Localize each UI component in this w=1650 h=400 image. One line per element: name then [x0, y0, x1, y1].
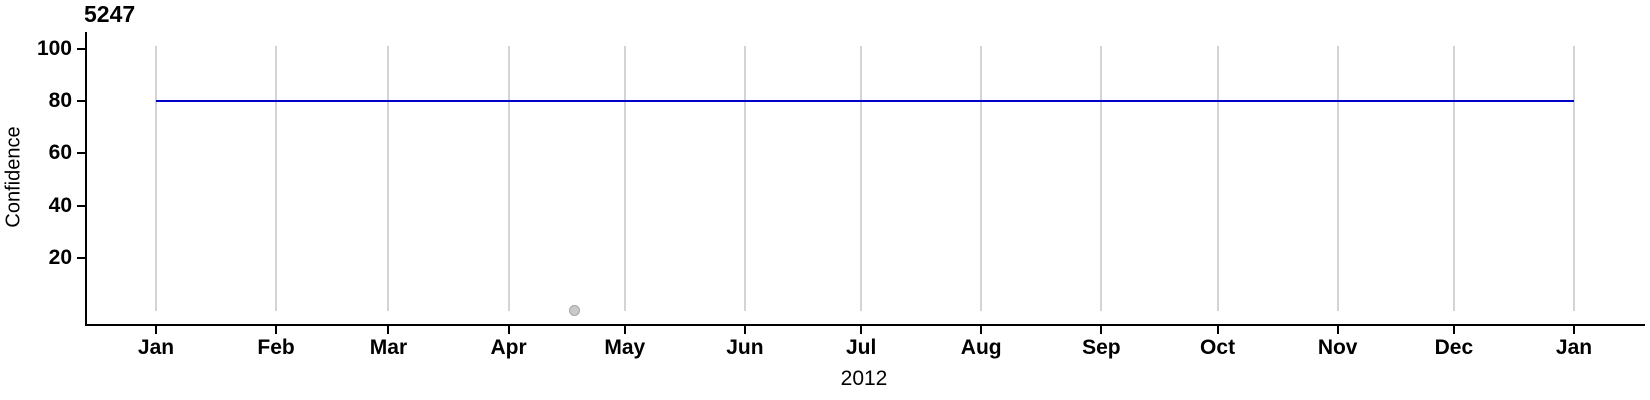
y-tick-label: 40	[48, 193, 72, 217]
y-axis-tick	[77, 204, 85, 207]
x-axis-title: 2012	[840, 367, 888, 390]
chart-title: 5247	[84, 1, 136, 27]
month-gridline	[275, 46, 278, 311]
y-tick-label: 20	[48, 246, 72, 270]
month-gridline	[155, 46, 157, 311]
x-tick-label: Feb	[257, 336, 295, 359]
x-axis-tick	[275, 326, 278, 334]
y-tick-label: 60	[48, 141, 72, 165]
x-axis-line	[85, 324, 1645, 326]
x-tick-label: Dec	[1434, 336, 1474, 359]
x-tick-label: Nov	[1317, 336, 1358, 359]
y-tick-label: 100	[36, 36, 72, 60]
month-gridline	[1573, 46, 1575, 311]
x-axis-tick	[507, 326, 510, 334]
x-axis-tick	[860, 326, 863, 334]
x-tick-label: Jan	[137, 336, 175, 359]
month-gridline	[860, 46, 863, 311]
month-gridline	[387, 46, 390, 311]
y-tick-label: 80	[48, 88, 72, 112]
y-axis-tick	[77, 99, 85, 102]
x-tick-label: May	[604, 336, 646, 359]
y-axis-tick	[77, 47, 85, 50]
x-axis-tick	[623, 326, 626, 334]
month-gridline	[980, 46, 983, 311]
month-gridline	[1336, 46, 1339, 311]
x-axis-tick	[1100, 326, 1103, 334]
x-axis-tick	[1573, 326, 1575, 334]
x-axis-tick	[743, 326, 746, 334]
x-axis-tick	[155, 326, 157, 334]
x-axis-tick	[1452, 326, 1455, 334]
x-tick-label: Sep	[1082, 336, 1121, 359]
month-gridline	[743, 46, 746, 311]
month-gridline	[1216, 46, 1219, 311]
x-tick-label: Aug	[960, 336, 1002, 359]
x-tick-label: Oct	[1200, 336, 1236, 359]
y-axis-tick	[77, 257, 85, 260]
month-gridline	[507, 46, 510, 311]
x-axis-tick	[1216, 326, 1219, 334]
x-tick-label: Jul	[845, 336, 877, 359]
x-tick-label: Jun	[726, 336, 764, 359]
x-tick-label: Apr	[490, 336, 527, 359]
confidence-level-line	[156, 99, 1574, 102]
month-gridline	[1452, 46, 1455, 311]
month-gridline	[623, 46, 626, 311]
y-axis-line	[85, 32, 87, 326]
x-tick-label: Mar	[369, 336, 408, 359]
single-observation-point	[568, 305, 580, 316]
x-axis-tick	[387, 326, 390, 334]
x-axis-tick	[980, 326, 983, 334]
x-tick-label: Jan	[1555, 336, 1593, 359]
x-axis-tick	[1336, 326, 1339, 334]
y-axis-tick	[77, 152, 85, 155]
month-gridline	[1100, 46, 1103, 311]
